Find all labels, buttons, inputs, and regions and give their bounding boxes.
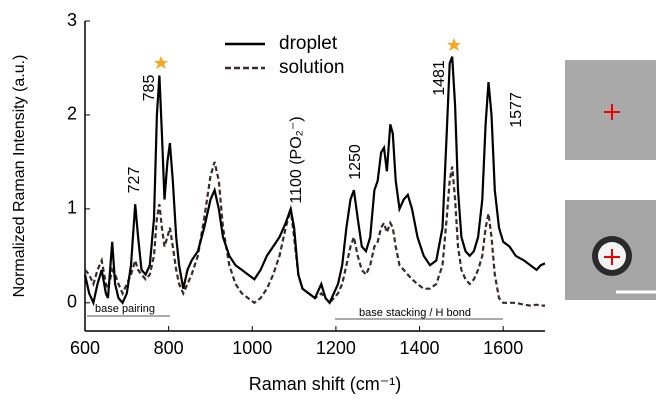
y-tick-label: 3 [67, 10, 77, 30]
annotation: 1250 [347, 144, 364, 180]
x-tick-label: 1200 [316, 338, 356, 358]
annotation: base pairing [95, 303, 155, 315]
y-tick-label: 0 [67, 292, 77, 312]
y-axis-title: Normalized Raman Intensity (a.u.) [11, 55, 28, 298]
star [447, 38, 461, 51]
annotation: 1100 (PO₂⁻) [288, 116, 305, 203]
x-tick-label: 1000 [232, 338, 272, 358]
y-tick-label: 2 [67, 104, 77, 124]
annotation: 727 [126, 167, 143, 194]
x-tick-label: 1600 [483, 338, 523, 358]
legend-label: solution [279, 57, 345, 78]
legend-label: droplet [279, 33, 338, 54]
x-tick-label: 800 [154, 338, 184, 358]
star [154, 56, 168, 69]
x-tick-label: 600 [70, 338, 100, 358]
annotation: 1481 [431, 60, 448, 96]
annotation: 785 [141, 75, 158, 102]
x-axis-title: Raman shift (cm⁻¹) [249, 374, 402, 394]
annotation: base stacking / H bond [359, 307, 471, 319]
micrograph [565, 60, 656, 160]
y-tick-label: 1 [67, 198, 77, 218]
series-line [83, 56, 546, 307]
x-tick-label: 1400 [400, 338, 440, 358]
series-line [84, 161, 545, 307]
annotation: 1577 [508, 92, 525, 128]
